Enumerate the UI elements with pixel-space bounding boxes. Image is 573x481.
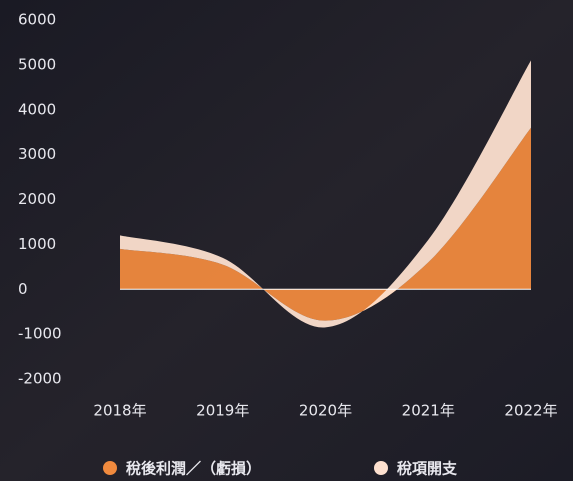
legend-marker: [103, 461, 117, 475]
y-tick-label: 4000: [18, 100, 56, 118]
y-tick-label: -1000: [18, 325, 62, 343]
y-tick-label: 0: [18, 280, 28, 298]
legend-marker: [374, 461, 388, 475]
x-tick-label: 2022年: [504, 402, 557, 420]
y-tick-label: -2000: [18, 370, 62, 388]
y-tick-label: 3000: [18, 145, 56, 163]
y-tick-label: 1000: [18, 235, 56, 253]
x-tick-label: 2019年: [196, 402, 249, 420]
y-tick-label: 5000: [18, 55, 56, 73]
x-tick-label: 2018年: [93, 402, 146, 420]
y-tick-label: 2000: [18, 190, 56, 208]
x-tick-label: 2020年: [299, 402, 352, 420]
y-tick-label: 6000: [18, 11, 56, 29]
legend-label: 稅項開支: [397, 460, 458, 478]
x-tick-label: 2021年: [402, 402, 455, 420]
legend-label: 稅後利潤／（虧損）: [126, 460, 261, 478]
chart: -2000 -1000 0 1000 2000 3000 4000 5000 6000 2018年…: [0, 0, 573, 481]
